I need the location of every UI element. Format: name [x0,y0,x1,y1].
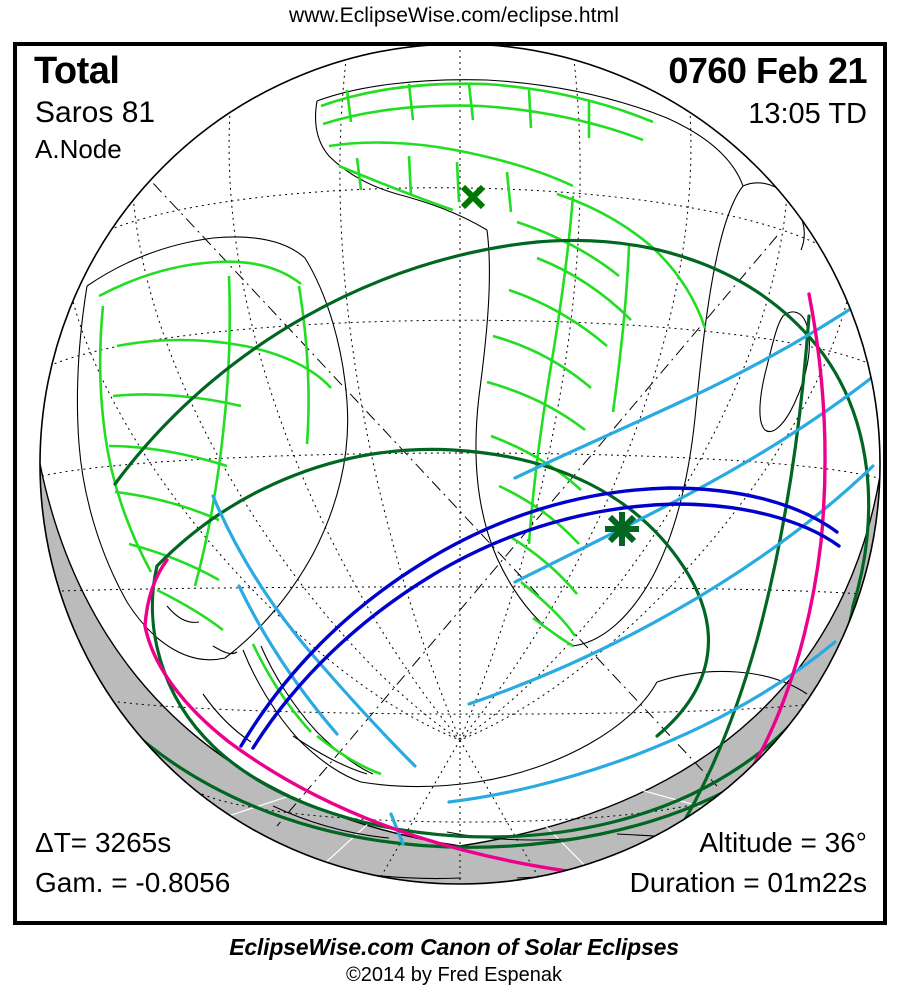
saros-label: Saros 81 [35,96,156,129]
node-label: A.Node [35,134,122,164]
globe-outline [39,46,881,885]
eclipse-map-frame: Total Saros 81 A.Node 0760 Feb 21 13:05 … [13,42,887,925]
altitude-value: Altitude = 36° [699,827,867,858]
duration-value: Duration = 01m22s [629,867,867,898]
canon-title: EclipseWise.com Canon of Solar Eclipses [229,934,679,960]
earth-globe-orthographic-map [39,46,881,885]
sunrise-sunset-curves [211,292,880,846]
eclipse-date-label: 0760 Feb 21 [668,50,867,91]
coastlines [76,79,810,880]
gamma-value: Gam. = -0.8056 [35,867,231,898]
umbral-path [239,486,841,750]
subsolar-point-x-icon [460,184,486,210]
copyright-line: ©2014 by Fred Espenak [346,964,562,986]
eclipse-time-label: 13:05 TD [748,98,867,130]
graticule-meridians [64,46,856,741]
political-borders [98,82,707,776]
eclipse-type-label: Total [34,50,120,92]
greatest-eclipse-star-icon [605,512,639,546]
graticule-polar-rays-dark [356,739,563,884]
graticule-parallels [41,187,879,823]
source-url: www.EclipseWise.com/eclipse.html [289,4,619,27]
credits-block: EclipseWise.com Canon of Solar Eclipses … [0,934,908,987]
delta-t-value: ΔT= 3265s [35,827,172,858]
